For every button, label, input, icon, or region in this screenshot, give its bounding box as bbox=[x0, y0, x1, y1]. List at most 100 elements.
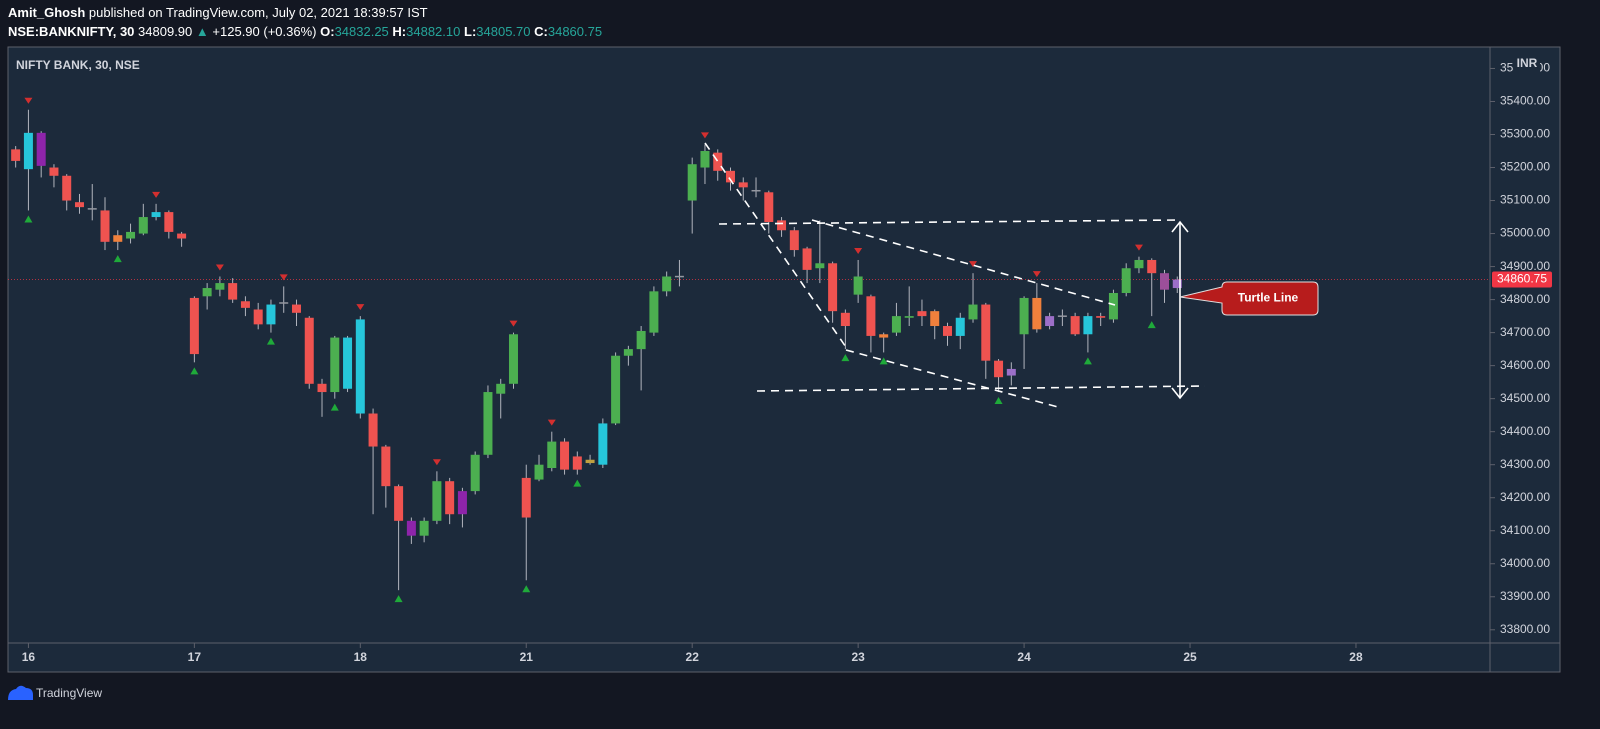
candle-body bbox=[994, 360, 1004, 378]
arrow-head bbox=[1171, 387, 1189, 400]
y-tick-label: 33900.00 bbox=[1500, 589, 1550, 603]
y-tick-label: 34100.00 bbox=[1500, 523, 1550, 537]
candle-body bbox=[49, 167, 59, 176]
x-tick-label: 18 bbox=[354, 650, 368, 664]
candle-body bbox=[151, 212, 161, 218]
candle-body bbox=[942, 326, 952, 336]
candle-body bbox=[394, 486, 404, 521]
last-price-label: 34860.75 bbox=[1497, 272, 1547, 286]
ohlc-label: O: bbox=[320, 24, 334, 39]
y-tick-label: 35000.00 bbox=[1500, 226, 1550, 240]
pivot-high-marker bbox=[1134, 244, 1143, 251]
double-arrow bbox=[1171, 220, 1189, 400]
pivot-high-marker bbox=[279, 274, 288, 281]
candle-body bbox=[445, 481, 455, 515]
y-tick-label: 34500.00 bbox=[1500, 391, 1550, 405]
candle-body bbox=[355, 319, 365, 414]
candle-body bbox=[1159, 273, 1169, 290]
candle-body bbox=[611, 355, 621, 424]
pivot-low-marker bbox=[573, 479, 582, 487]
candle-body bbox=[177, 233, 187, 239]
dashed-line bbox=[811, 219, 1116, 306]
candle-body bbox=[138, 217, 148, 234]
candle-body bbox=[23, 132, 33, 170]
pivot-high-marker bbox=[854, 247, 863, 254]
candle-body bbox=[981, 304, 991, 361]
pivot-low-marker bbox=[113, 255, 122, 263]
candle-body bbox=[713, 152, 723, 171]
callout-box bbox=[1179, 281, 1319, 316]
candle-body bbox=[662, 276, 672, 292]
candle-body bbox=[649, 291, 659, 333]
pivot-high-marker bbox=[509, 320, 518, 327]
pivot-low-marker bbox=[24, 215, 33, 223]
candle-body bbox=[228, 283, 238, 300]
candle-body bbox=[36, 132, 46, 166]
pivot-high-marker bbox=[547, 419, 556, 426]
pivot-low-marker bbox=[841, 354, 850, 362]
price: 34809.90 bbox=[138, 24, 192, 39]
ohlc-label: C: bbox=[534, 24, 548, 39]
candle-body bbox=[266, 304, 276, 325]
ohlc-label: L: bbox=[464, 24, 476, 39]
candle-body bbox=[381, 446, 391, 487]
candle-body bbox=[343, 337, 353, 389]
pivot-low-marker bbox=[266, 337, 275, 345]
pivot-low-marker bbox=[1147, 321, 1156, 329]
candle-body bbox=[483, 392, 493, 455]
currency: INR bbox=[1517, 56, 1538, 70]
header-line-2: NSE:BANKNIFTY, 30 34809.90 ▲ +125.90 (+0… bbox=[8, 24, 602, 39]
y-tick-label: 34600.00 bbox=[1500, 358, 1550, 372]
candle-body bbox=[496, 383, 506, 394]
ohlc-value: 34832.25 bbox=[335, 24, 389, 39]
candle-body bbox=[253, 309, 263, 325]
candle-body bbox=[674, 275, 684, 278]
y-tick-label: 34300.00 bbox=[1500, 457, 1550, 471]
author: Amit_Ghosh bbox=[8, 5, 85, 20]
candle-body bbox=[764, 192, 774, 223]
logo-icon bbox=[8, 685, 33, 700]
pivot-low-marker bbox=[1083, 357, 1092, 365]
chart-frame bbox=[7, 46, 1561, 673]
logo bbox=[8, 685, 33, 700]
candle-body bbox=[1172, 279, 1182, 289]
candle-body bbox=[802, 248, 812, 270]
candle-body bbox=[1045, 316, 1055, 327]
candle-body bbox=[879, 334, 889, 338]
candle-body bbox=[700, 151, 710, 168]
ohlc-value: 34882.10 bbox=[406, 24, 460, 39]
candle-body bbox=[1032, 297, 1042, 330]
candle-body bbox=[74, 202, 84, 208]
pivot-high-marker bbox=[152, 191, 161, 198]
candle-body bbox=[968, 304, 978, 320]
candle-body bbox=[1057, 315, 1067, 317]
candle-body bbox=[560, 441, 570, 470]
arrow: ▲ bbox=[196, 24, 209, 39]
candle-body bbox=[508, 334, 518, 384]
candle-body bbox=[189, 297, 199, 355]
candle-body bbox=[406, 520, 416, 536]
candle-body bbox=[1019, 297, 1029, 335]
candle-body bbox=[113, 235, 123, 242]
candle-body bbox=[87, 208, 97, 210]
candle-body bbox=[419, 520, 429, 536]
y-tick-label: 34700.00 bbox=[1500, 325, 1550, 339]
y-tick-label: 33800.00 bbox=[1500, 622, 1550, 636]
y-tick-label: 35300.00 bbox=[1500, 127, 1550, 141]
x-tick-label: 24 bbox=[1017, 650, 1031, 664]
candle-body bbox=[62, 175, 72, 201]
dashed-line bbox=[756, 385, 1206, 392]
y-tick-label: 34800.00 bbox=[1500, 292, 1550, 306]
pivot-high-marker bbox=[432, 459, 441, 466]
candle-body bbox=[828, 263, 838, 312]
y-tick-label: 35200.00 bbox=[1500, 160, 1550, 174]
candle-body bbox=[853, 276, 863, 295]
ohlc-value: 34860.75 bbox=[548, 24, 602, 39]
candle-body bbox=[1083, 316, 1093, 335]
candle-body bbox=[623, 349, 633, 356]
candle-body bbox=[317, 383, 327, 393]
candle-body bbox=[126, 231, 136, 239]
published: published on TradingView.com, July 02, 2… bbox=[89, 5, 428, 20]
candle-body bbox=[955, 317, 965, 336]
